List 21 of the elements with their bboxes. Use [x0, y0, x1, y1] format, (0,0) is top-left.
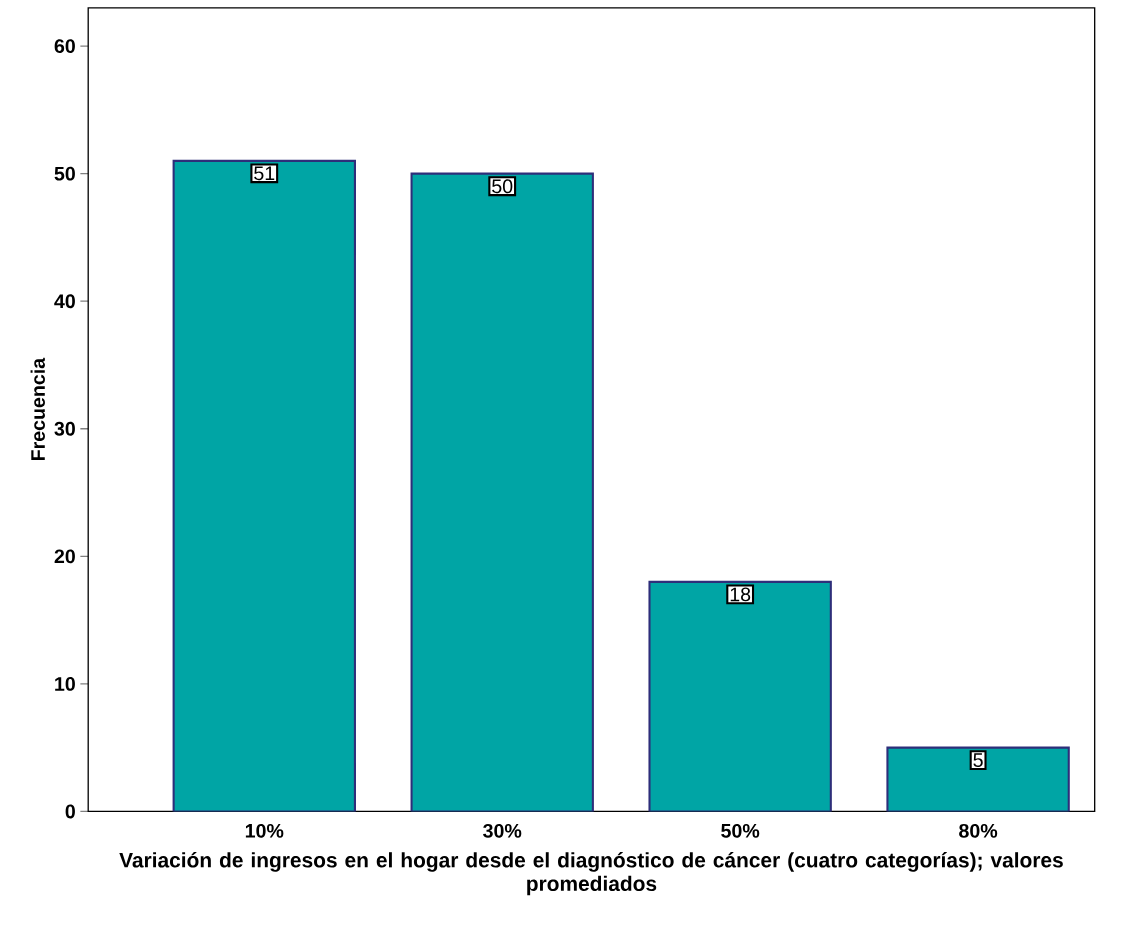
y-tick-label: 0	[65, 804, 75, 819]
data-label: 51	[254, 166, 275, 181]
data-label: 5	[973, 753, 983, 767]
x-tick-label: 30%	[483, 823, 522, 838]
y-tick-label: 20	[54, 549, 75, 564]
bar	[173, 160, 355, 812]
y-tick-label: 50	[54, 166, 75, 181]
y-tick-label: 30	[54, 421, 75, 436]
bar	[648, 580, 832, 812]
data-label: 50	[492, 179, 513, 194]
x-tick-label: 10%	[245, 823, 284, 838]
bar	[886, 746, 1070, 812]
y-tick-label: 10	[55, 676, 75, 691]
x-tick-label: 50%	[721, 823, 760, 838]
bar	[410, 172, 594, 812]
x-axis-title: Variación de ingresos en el hogar desde el diagnóstico de cáncer (cuatro categorías); valores promediados	[119, 852, 1063, 896]
y-tick-label: 40	[54, 294, 75, 309]
x-tick-label: 80%	[959, 823, 998, 838]
y-axis-title: Frecuencia	[30, 357, 45, 461]
data-label: 18	[730, 587, 751, 602]
y-tick-label: 60	[54, 39, 75, 54]
